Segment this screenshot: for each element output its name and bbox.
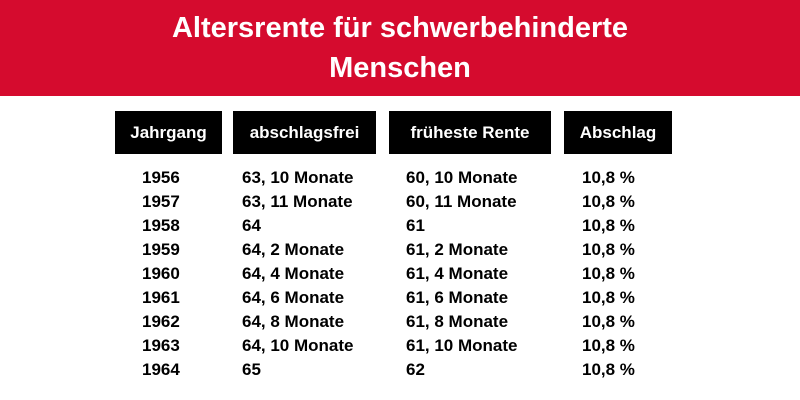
cell-frueheste-rente: 61, 6 Monate bbox=[406, 288, 509, 307]
table-row: 1959 64, 2 Monate 61, 2 Monate 10,8 % bbox=[0, 238, 800, 262]
cell-frueheste-rente: 61, 10 Monate bbox=[406, 336, 518, 355]
cell-abschlag: 10,8 % bbox=[582, 288, 635, 307]
cell-jahrgang: 1961 bbox=[142, 288, 180, 307]
column-header-jahrgang: Jahrgang bbox=[115, 111, 222, 154]
cell-abschlagsfrei: 64, 6 Monate bbox=[242, 288, 345, 307]
cell-frueheste-rente: 60, 11 Monate bbox=[406, 192, 517, 211]
cell-jahrgang: 1962 bbox=[142, 312, 180, 331]
cell-abschlagsfrei: 63, 11 Monate bbox=[242, 192, 353, 211]
column-header-abschlagsfrei: abschlagsfrei bbox=[233, 111, 376, 154]
page-title: Altersrente für schwerbehinderte Mensche… bbox=[0, 8, 800, 88]
column-header-abschlag: Abschlag bbox=[564, 111, 672, 154]
cell-jahrgang: 1959 bbox=[142, 240, 180, 259]
cell-abschlagsfrei: 64, 8 Monate bbox=[242, 312, 345, 331]
cell-abschlagsfrei: 65 bbox=[242, 360, 261, 379]
cell-jahrgang: 1960 bbox=[142, 264, 180, 283]
table-row: 1960 64, 4 Monate 61, 4 Monate 10,8 % bbox=[0, 262, 800, 286]
cell-abschlagsfrei: 64, 2 Monate bbox=[242, 240, 345, 259]
page-title-line-1: Altersrente für schwerbehinderte bbox=[171, 12, 629, 44]
cell-frueheste-rente: 61, 2 Monate bbox=[406, 240, 509, 259]
cell-abschlagsfrei: 64, 10 Monate bbox=[242, 336, 354, 355]
cell-abschlagsfrei: 64, 4 Monate bbox=[242, 264, 345, 283]
cell-abschlag: 10,8 % bbox=[582, 216, 635, 235]
cell-frueheste-rente: 62 bbox=[406, 360, 425, 379]
cell-frueheste-rente: 61, 8 Monate bbox=[406, 312, 509, 331]
title-banner: Altersrente für schwerbehinderte Mensche… bbox=[0, 0, 800, 96]
cell-jahrgang: 1958 bbox=[142, 216, 180, 235]
cell-jahrgang: 1963 bbox=[142, 336, 180, 355]
table-row: 1957 63, 11 Monate 60, 11 Monate 10,8 % bbox=[0, 190, 800, 214]
cell-frueheste-rente: 61 bbox=[406, 216, 425, 235]
table-row: 1964 65 62 10,8 % bbox=[0, 358, 800, 382]
table-row: 1956 63, 10 Monate 60, 10 Monate 10,8 % bbox=[0, 166, 800, 190]
cell-abschlag: 10,8 % bbox=[582, 192, 635, 211]
cell-frueheste-rente: 60, 10 Monate bbox=[406, 168, 518, 187]
cell-abschlag: 10,8 % bbox=[582, 312, 635, 331]
table-row: 1958 64 61 10,8 % bbox=[0, 214, 800, 238]
cell-abschlagsfrei: 63, 10 Monate bbox=[242, 168, 354, 187]
cell-abschlag: 10,8 % bbox=[582, 360, 635, 379]
cell-jahrgang: 1956 bbox=[142, 168, 180, 187]
table-row: 1961 64, 6 Monate 61, 6 Monate 10,8 % bbox=[0, 286, 800, 310]
cell-abschlag: 10,8 % bbox=[582, 264, 635, 283]
table-row: 1962 64, 8 Monate 61, 8 Monate 10,8 % bbox=[0, 310, 800, 334]
cell-frueheste-rente: 61, 4 Monate bbox=[406, 264, 509, 283]
cell-abschlag: 10,8 % bbox=[582, 240, 635, 259]
page-title-line-2: Menschen bbox=[329, 52, 471, 84]
cell-abschlag: 10,8 % bbox=[582, 336, 635, 355]
cell-abschlagsfrei: 64 bbox=[242, 216, 261, 235]
cell-jahrgang: 1964 bbox=[142, 360, 180, 379]
column-header-frueheste-rente: früheste Rente bbox=[389, 111, 551, 154]
cell-jahrgang: 1957 bbox=[142, 192, 180, 211]
cell-abschlag: 10,8 % bbox=[582, 168, 635, 187]
table-row: 1963 64, 10 Monate 61, 10 Monate 10,8 % bbox=[0, 334, 800, 358]
